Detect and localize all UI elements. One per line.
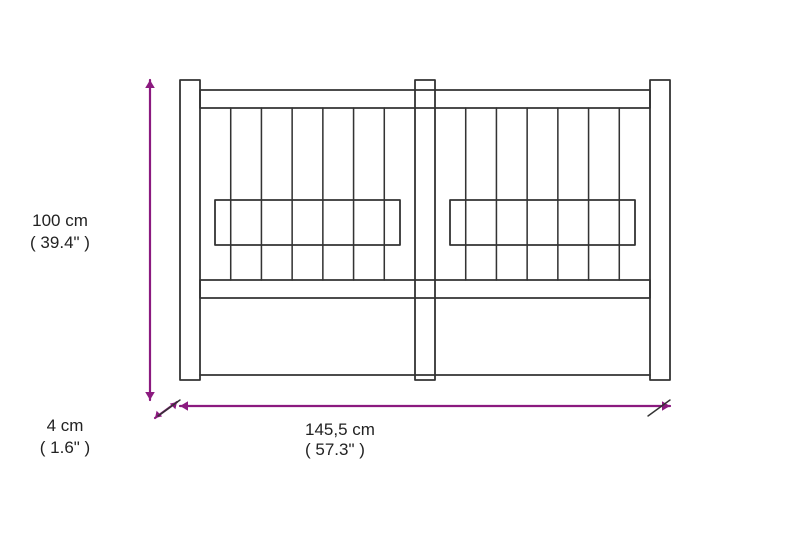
width-label: 145,5 cm( 57.3" ) bbox=[305, 420, 375, 460]
height-label: 100 cm( 39.4" ) bbox=[5, 210, 115, 254]
dimension-diagram: 100 cm( 39.4" ) 4 cm( 1.6" ) 145,5 cm( 5… bbox=[120, 60, 680, 480]
diagram-svg bbox=[120, 60, 800, 490]
depth-label: 4 cm( 1.6" ) bbox=[10, 415, 120, 459]
